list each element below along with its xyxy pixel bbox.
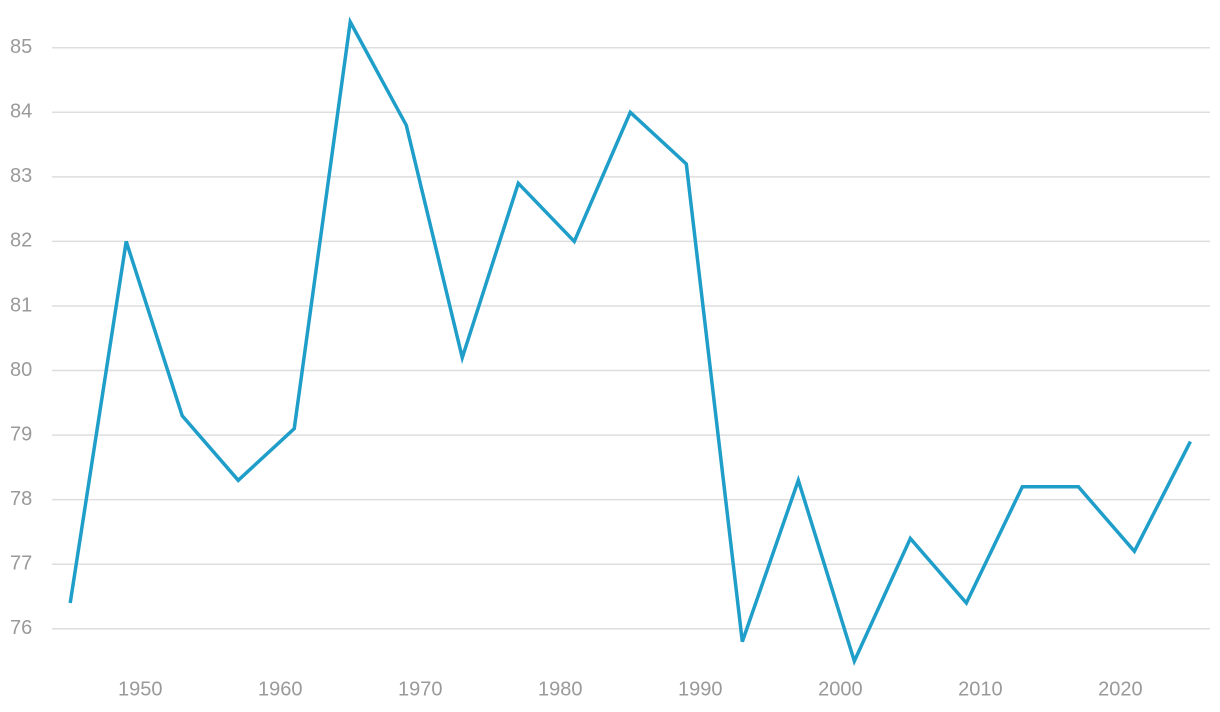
y-tick-label: 81 <box>10 294 32 316</box>
y-tick-label: 76 <box>10 617 32 639</box>
y-tick-label: 80 <box>10 359 32 381</box>
y-tick-label: 83 <box>10 165 32 187</box>
y-tick-label: 82 <box>10 230 32 252</box>
x-tick-label: 1970 <box>398 678 443 700</box>
x-tick-label: 2010 <box>958 678 1003 700</box>
y-tick-label: 77 <box>10 553 32 575</box>
x-tick-label: 2000 <box>818 678 863 700</box>
x-tick-label: 2020 <box>1098 678 1143 700</box>
x-tick-label: 1950 <box>118 678 163 700</box>
y-tick-label: 84 <box>10 101 32 123</box>
x-tick-label: 1960 <box>258 678 303 700</box>
data-line <box>68 16 1192 666</box>
y-tick-label: 78 <box>10 488 32 510</box>
x-tick-label: 1990 <box>678 678 723 700</box>
x-tick-label: 1980 <box>538 678 583 700</box>
y-tick-label: 85 <box>10 36 32 58</box>
y-tick-label: 79 <box>10 423 32 445</box>
